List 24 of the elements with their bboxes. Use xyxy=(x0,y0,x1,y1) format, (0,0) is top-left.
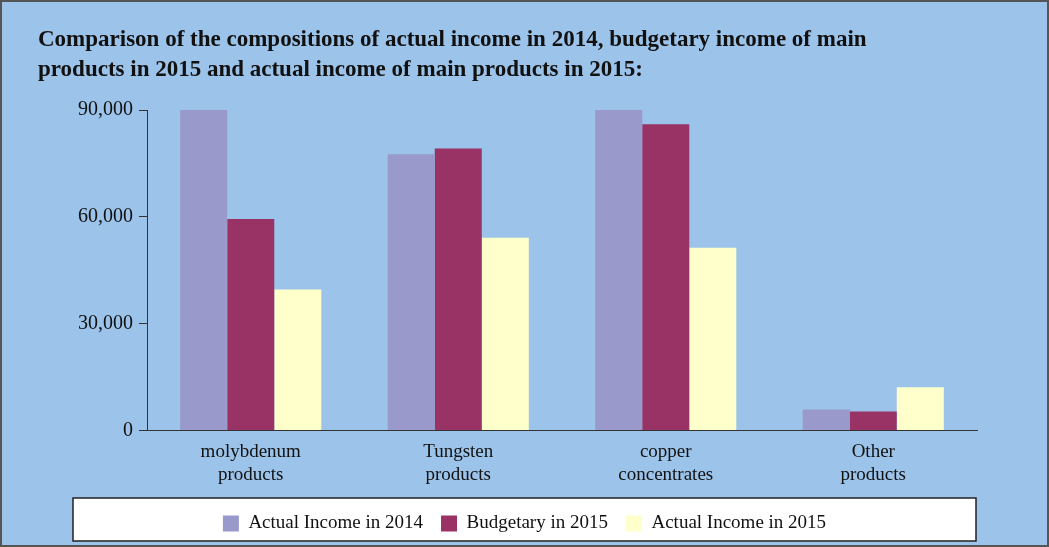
bar xyxy=(387,154,435,430)
bar xyxy=(896,387,944,430)
x-tick-label: molybdenum products xyxy=(200,439,302,484)
bar xyxy=(642,124,690,430)
y-tick-label: 90,000 xyxy=(78,97,133,120)
y-tick-label: 60,000 xyxy=(78,204,133,227)
bar xyxy=(180,110,228,430)
x-tick-label: copper concentrates xyxy=(618,439,714,484)
chart-title: Comparison of the compositions of actual income in 2014, budgetary income of main products in 2015 and actual income of main products in 2015: xyxy=(37,25,868,83)
y-tick-label: 0 xyxy=(123,417,133,440)
bar xyxy=(227,218,275,430)
legend-label: Actual Income in 2014 xyxy=(248,511,424,533)
bar xyxy=(481,237,529,430)
bar xyxy=(595,110,643,430)
legend-label: Actual Income in 2015 xyxy=(651,511,827,533)
bar xyxy=(434,148,482,430)
legend-label: Budgetary in 2015 xyxy=(466,511,608,533)
x-tick-label: Tungsten products xyxy=(423,439,494,484)
bar xyxy=(849,411,897,430)
y-tick-label: 30,000 xyxy=(78,310,133,333)
bar xyxy=(274,289,322,430)
bar xyxy=(689,247,737,430)
bar xyxy=(802,409,850,430)
x-tick-label: Other products xyxy=(840,439,906,484)
